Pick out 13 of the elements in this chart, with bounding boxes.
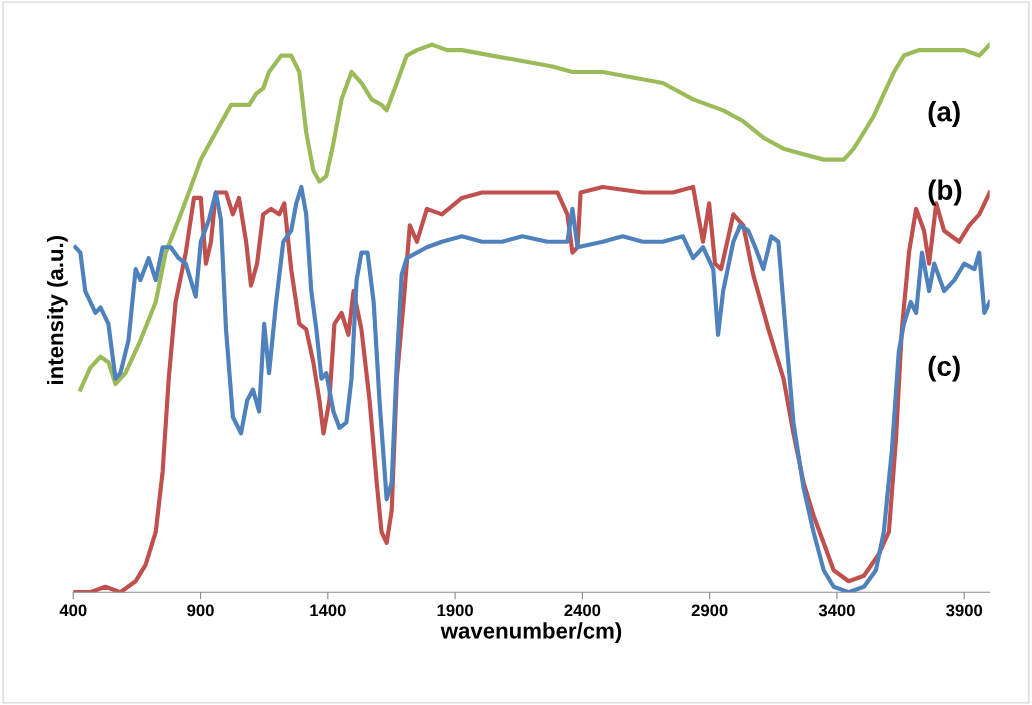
x-tick-label: 2400 [564,604,601,617]
y-axis-title: intensity (a.u.) [47,235,68,384]
x-tick-label: 900 [187,604,214,617]
series-label: (a) [928,101,960,128]
x-tick-label: 3400 [818,604,855,617]
x-tick-label: 400 [59,604,87,617]
series-label: (b) [928,179,962,206]
series-label: (c) [928,355,960,382]
x-axis-title: wavenumber/cm) [440,622,622,644]
x-tick-label: 3900 [946,604,983,617]
x-tick-label: 1400 [310,604,346,617]
x-tick-label: 1900 [437,604,473,617]
x-tick-label: 2900 [691,604,728,617]
